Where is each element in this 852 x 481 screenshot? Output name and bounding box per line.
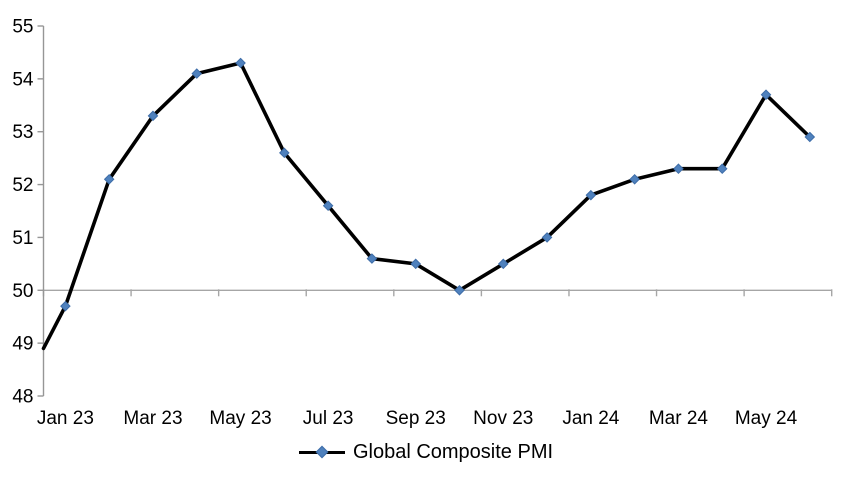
data-point-marker — [103, 173, 115, 185]
data-point-marker — [585, 189, 597, 201]
x-axis-label: Sep 23 — [386, 408, 446, 429]
legend-diamond-marker-icon — [315, 445, 329, 459]
x-axis-label: Jul 23 — [303, 408, 354, 429]
y-axis-label: 51 — [12, 228, 33, 249]
legend-line-sample — [298, 445, 345, 459]
y-axis-label: 55 — [12, 17, 33, 38]
y-axis-label: 54 — [12, 69, 34, 90]
pmi-line-series — [41, 61, 812, 351]
y-axis-label: 52 — [12, 175, 33, 196]
data-point-marker — [541, 232, 553, 243]
x-axis-label: May 23 — [209, 408, 271, 429]
y-axis-label: 48 — [12, 387, 33, 408]
y-axis-label: 53 — [12, 122, 33, 143]
data-point-marker — [629, 173, 640, 185]
data-point-marker — [366, 253, 378, 264]
legend-label: Global Composite PMI — [352, 440, 554, 463]
data-point-marker — [147, 110, 159, 122]
data-point-marker — [235, 57, 246, 69]
x-axis-label: Jan 24 — [562, 408, 619, 429]
y-axis-label: 50 — [12, 281, 33, 302]
data-point-marker — [191, 68, 203, 79]
data-point-marker — [454, 284, 465, 296]
x-axis-label: Nov 23 — [473, 408, 533, 429]
x-axis-label: May 24 — [735, 408, 798, 429]
x-axis-label: Mar 23 — [123, 408, 182, 429]
x-axis-label: Mar 24 — [649, 408, 709, 429]
data-point-marker — [497, 258, 509, 270]
data-point-marker — [716, 163, 728, 175]
data-point-marker — [804, 131, 816, 143]
data-point-marker — [60, 300, 71, 312]
x-axis-label: Jan 23 — [37, 408, 94, 429]
chart-legend: Global Composite PMI — [0, 440, 852, 464]
data-point-marker — [279, 147, 290, 159]
data-point-marker — [760, 89, 772, 101]
data-point-marker — [673, 163, 684, 175]
data-point-marker — [410, 258, 422, 270]
y-axis-label: 49 — [12, 334, 33, 355]
data-point-marker — [322, 200, 334, 212]
